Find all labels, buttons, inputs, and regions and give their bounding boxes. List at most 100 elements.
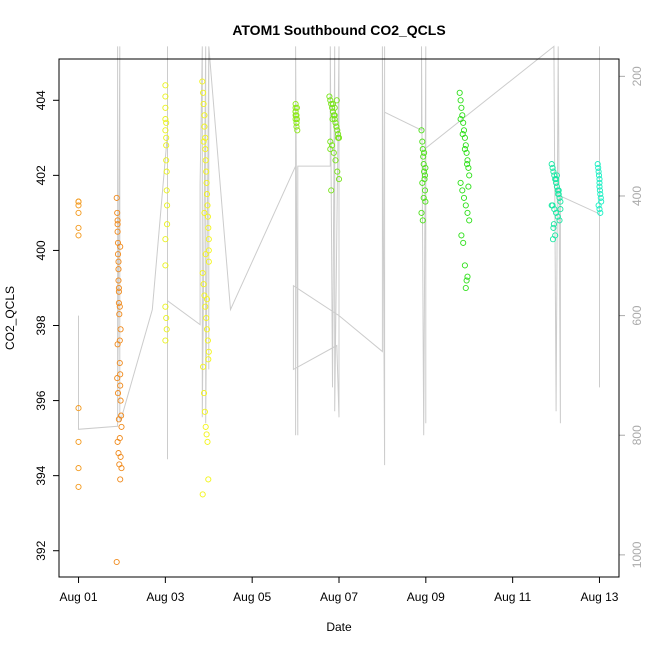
data-point bbox=[114, 209, 121, 216]
data-point bbox=[114, 228, 121, 235]
data-point bbox=[199, 491, 206, 498]
data-point bbox=[114, 390, 122, 397]
data-point bbox=[458, 104, 465, 111]
y-tick-label: 402 bbox=[34, 165, 48, 185]
data-point bbox=[293, 123, 300, 130]
data-point bbox=[202, 251, 209, 258]
data-point bbox=[460, 119, 467, 126]
data-point bbox=[332, 119, 339, 126]
data-point bbox=[421, 149, 428, 156]
data-point bbox=[332, 157, 339, 164]
data-point bbox=[200, 100, 207, 108]
data-point bbox=[421, 172, 429, 179]
data-point bbox=[162, 82, 169, 89]
data-point bbox=[115, 258, 122, 265]
data-point bbox=[596, 187, 603, 194]
data-point bbox=[117, 326, 124, 333]
data-point bbox=[464, 273, 471, 280]
data-point bbox=[75, 202, 82, 209]
data-point bbox=[200, 363, 207, 370]
data-point bbox=[462, 142, 469, 149]
data-point bbox=[460, 127, 468, 134]
data-point bbox=[327, 146, 334, 153]
data-point bbox=[116, 303, 123, 310]
data-point bbox=[419, 179, 426, 186]
data-point bbox=[201, 408, 208, 415]
data-point bbox=[335, 134, 342, 141]
data-point bbox=[329, 100, 336, 108]
data-point bbox=[333, 123, 340, 130]
data-point bbox=[75, 405, 82, 412]
data-point bbox=[335, 131, 342, 138]
data-point bbox=[162, 104, 169, 111]
data-point bbox=[162, 303, 169, 310]
data-point bbox=[205, 356, 212, 363]
data-point bbox=[329, 108, 336, 115]
data-point bbox=[597, 191, 604, 198]
data-point bbox=[557, 198, 564, 205]
data-point bbox=[550, 224, 557, 231]
data-point bbox=[334, 168, 341, 175]
data-point bbox=[116, 311, 123, 318]
data-point bbox=[163, 314, 170, 322]
data-point bbox=[162, 236, 169, 243]
data-point bbox=[114, 251, 122, 258]
data-point bbox=[549, 164, 556, 171]
data-point bbox=[162, 127, 169, 134]
data-point bbox=[419, 217, 426, 224]
data-point bbox=[596, 176, 603, 183]
data-point bbox=[113, 194, 120, 201]
series-group bbox=[594, 161, 605, 216]
right-tick-label: 200 bbox=[630, 66, 644, 86]
data-point bbox=[164, 202, 171, 209]
data-point bbox=[205, 247, 212, 254]
data-point bbox=[293, 116, 300, 123]
right-tick-label: 400 bbox=[630, 186, 644, 206]
data-point bbox=[200, 89, 207, 96]
data-point bbox=[117, 243, 124, 250]
data-point bbox=[466, 217, 473, 224]
data-point bbox=[420, 153, 427, 160]
series-group bbox=[113, 194, 125, 566]
x-tick-label: Aug 03 bbox=[146, 590, 184, 604]
data-point bbox=[329, 116, 336, 123]
data-point bbox=[117, 476, 124, 483]
data-point bbox=[115, 284, 122, 292]
data-point bbox=[203, 431, 210, 438]
data-point bbox=[457, 179, 464, 186]
data-point bbox=[113, 558, 120, 566]
x-tick-label: Aug 09 bbox=[407, 590, 445, 604]
data-point bbox=[333, 97, 340, 104]
data-point bbox=[327, 138, 334, 145]
data-point bbox=[456, 89, 463, 96]
data-point bbox=[205, 224, 212, 231]
data-point bbox=[555, 187, 562, 194]
data-point bbox=[461, 262, 468, 269]
data-point bbox=[457, 97, 464, 104]
data-point bbox=[163, 157, 170, 164]
data-point bbox=[115, 266, 122, 273]
data-point bbox=[205, 348, 212, 355]
y-tick-label: 404 bbox=[34, 90, 48, 110]
data-point bbox=[162, 262, 169, 269]
right-tick-label: 600 bbox=[630, 305, 644, 325]
data-point bbox=[555, 191, 562, 198]
data-point bbox=[115, 416, 122, 423]
data-point bbox=[553, 179, 560, 186]
data-point bbox=[554, 213, 561, 220]
x-tick-label: Aug 11 bbox=[494, 590, 531, 604]
data-point bbox=[205, 258, 212, 265]
axes-layer: Aug 01 Aug 03 Aug 05 Aug 07 Aug 09 Aug 11 Aug … bbox=[34, 66, 644, 604]
y-tick-label: 396 bbox=[34, 390, 48, 410]
data-point bbox=[114, 375, 121, 382]
data-point bbox=[164, 221, 171, 228]
data-point bbox=[335, 176, 343, 183]
data-point bbox=[422, 198, 429, 205]
data-point bbox=[421, 187, 429, 194]
data-point bbox=[293, 104, 300, 111]
series-group bbox=[326, 93, 343, 194]
data-point bbox=[202, 146, 209, 153]
data-point bbox=[75, 465, 82, 472]
data-point bbox=[202, 134, 209, 141]
series-group bbox=[292, 100, 301, 134]
